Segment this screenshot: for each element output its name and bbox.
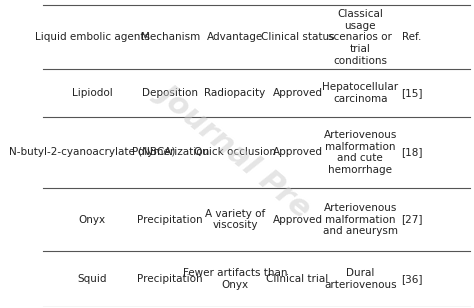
Text: Clinical trial: Clinical trial xyxy=(266,274,329,284)
Text: A variety of
viscosity: A variety of viscosity xyxy=(205,209,265,230)
Text: Approved: Approved xyxy=(273,215,323,225)
Text: Advantage: Advantage xyxy=(207,32,263,42)
Text: [15]: [15] xyxy=(401,88,423,98)
Text: Hepatocellular
carcinoma: Hepatocellular carcinoma xyxy=(322,82,398,104)
Text: Classical
usage
scenarios or
trial
conditions: Classical usage scenarios or trial condi… xyxy=(328,9,392,66)
Text: Quick occlusion: Quick occlusion xyxy=(194,147,276,157)
Text: Mechanism: Mechanism xyxy=(140,32,200,42)
Text: Squid: Squid xyxy=(78,274,107,284)
Text: Precipitation: Precipitation xyxy=(137,274,203,284)
Text: Lipiodol: Lipiodol xyxy=(72,88,113,98)
Text: [27]: [27] xyxy=(401,215,423,225)
Text: Clinical status: Clinical status xyxy=(261,32,335,42)
Text: Dural
arteriovenous: Dural arteriovenous xyxy=(324,268,397,290)
Text: Fewer artifacts than
Onyx: Fewer artifacts than Onyx xyxy=(182,268,287,290)
Text: Arteriovenous
malformation
and cute
hemorrhage: Arteriovenous malformation and cute hemo… xyxy=(324,130,397,175)
Text: Arteriovenous
malformation
and aneurysm: Arteriovenous malformation and aneurysm xyxy=(323,203,398,236)
Text: Deposition: Deposition xyxy=(142,88,198,98)
Text: Precipitation: Precipitation xyxy=(137,215,203,225)
Text: Liquid embolic agents: Liquid embolic agents xyxy=(35,32,150,42)
Text: Ref.: Ref. xyxy=(402,32,422,42)
Text: Onyx: Onyx xyxy=(79,215,106,225)
Text: Polymerization: Polymerization xyxy=(131,147,209,157)
Text: Journal Pre: Journal Pre xyxy=(153,76,317,221)
Text: Radiopacity: Radiopacity xyxy=(204,88,265,98)
Text: Approved: Approved xyxy=(273,147,323,157)
Text: Approved: Approved xyxy=(273,88,323,98)
Text: [36]: [36] xyxy=(401,274,423,284)
Text: N-butyl-2-cyanoacrylate (NBCA): N-butyl-2-cyanoacrylate (NBCA) xyxy=(9,147,175,157)
Text: [18]: [18] xyxy=(401,147,423,157)
